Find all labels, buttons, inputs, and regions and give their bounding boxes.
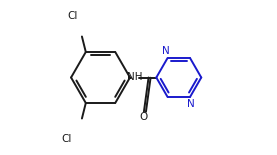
Text: O: O bbox=[140, 112, 148, 122]
Text: N: N bbox=[187, 99, 195, 109]
Text: N: N bbox=[162, 46, 170, 56]
Text: Cl: Cl bbox=[67, 11, 78, 21]
Text: Cl: Cl bbox=[62, 134, 72, 144]
Text: NH: NH bbox=[127, 73, 142, 82]
